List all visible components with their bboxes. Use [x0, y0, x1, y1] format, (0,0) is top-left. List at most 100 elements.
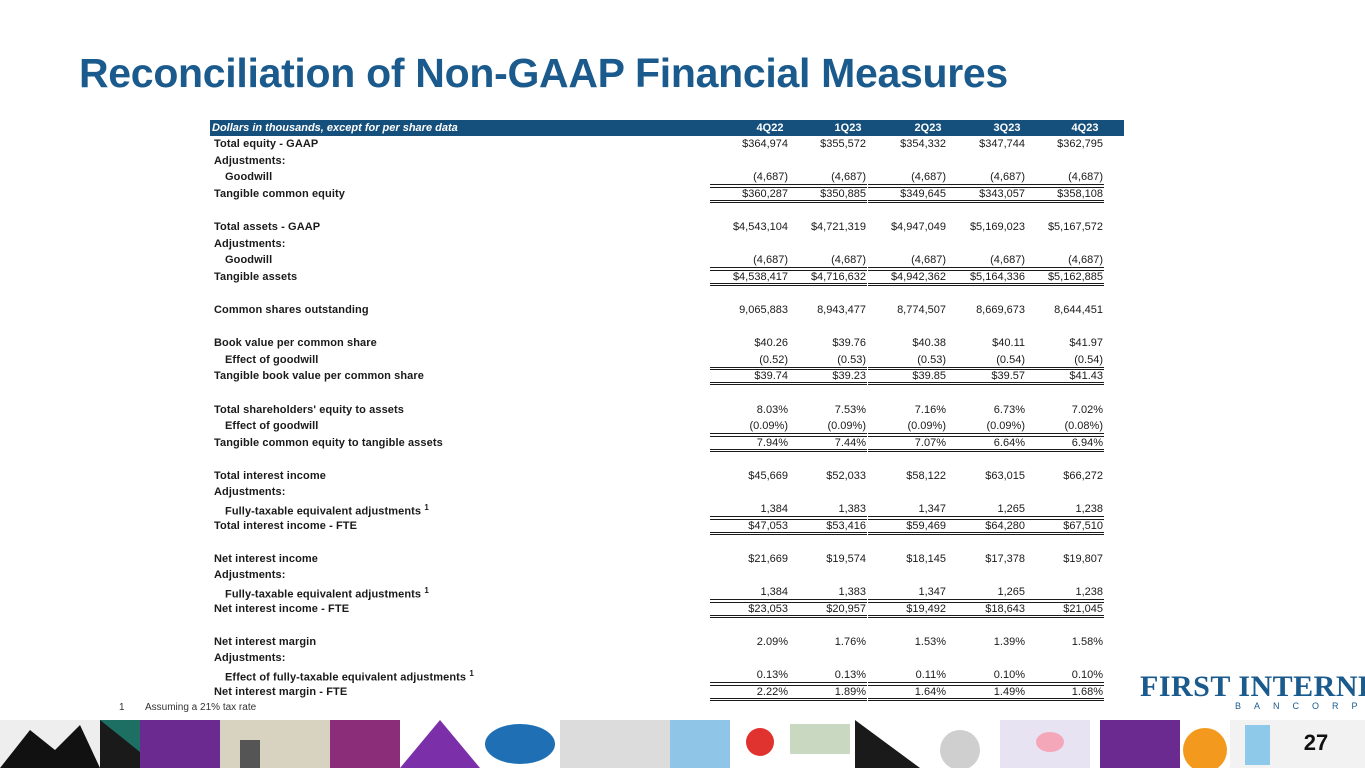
table-cell: (4,687) [1025, 254, 1104, 269]
row-label-text: Adjustments: [214, 486, 286, 499]
column-header: 4Q23 [1071, 122, 1099, 134]
table-cell: $5,169,023 [969, 220, 1025, 233]
row-label-text: Tangible common equity [214, 187, 345, 200]
table-header: Dollars in thousands, except for per sha… [210, 120, 1124, 136]
row-label: Total interest income [214, 470, 326, 482]
column-header: 1Q23 [834, 122, 862, 134]
table-row: Tangible assets $4,538,417 $4,716,632 $4,94… [210, 269, 1124, 286]
table-cell: (4,687) [1025, 171, 1104, 186]
table-cell: 6.94% [1025, 435, 1104, 452]
row-label: Adjustments: [214, 652, 285, 664]
table-cell: $64,280 [947, 518, 1026, 535]
table-row: Tangible book value per common share $39.… [210, 368, 1124, 386]
table-cell: 1.76% [834, 635, 866, 648]
table-cell: $40.26 [754, 337, 788, 350]
table-cell: $40.38 [912, 337, 946, 350]
table-cell: 1.39% [993, 635, 1025, 648]
row-label: Net interest income [214, 553, 318, 565]
table-cell: $5,164,336 [947, 269, 1026, 286]
table-row [210, 202, 1124, 219]
table-cell: (0.09%) [710, 420, 789, 435]
table-cell: 7.02% [1071, 403, 1103, 416]
row-label-text: Net interest income - FTE [214, 602, 350, 615]
table-cell: $355,572 [820, 138, 866, 150]
table-row: Effect of goodwill (0.52) (0.53) (0.53) (0.5… [210, 352, 1124, 369]
page-title: Reconciliation of Non-GAAP Financial Mea… [79, 50, 1008, 96]
table-row: Goodwill (4,687) (4,687) (4,687) (4,687) (4,6… [210, 169, 1124, 186]
table-row: Effect of fully-taxable equivalent adjus… [210, 667, 1124, 684]
table-cell: $362,795 [1057, 138, 1103, 150]
table-cell: 8,943,477 [817, 303, 866, 316]
table-row: Adjustments: [210, 650, 1124, 667]
row-label: Total equity - GAAP [214, 138, 318, 150]
row-label: Adjustments: [214, 486, 285, 498]
table-row: Total shareholders' equity to assets 8.03… [210, 402, 1124, 419]
row-label: Total interest income - FTE [214, 520, 357, 532]
table-cell: $21,669 [748, 552, 788, 565]
table-cell: $19,492 [868, 601, 947, 618]
table-cell: 1.89% [788, 684, 867, 701]
row-label-text: Adjustments: [214, 237, 286, 250]
company-logo: FIRST INTERNET BANCORP [1140, 670, 1365, 714]
table-row: Net interest margin - FTE 2.22% 1.89% 1.64%… [210, 684, 1124, 701]
footnote-number: 1 [119, 702, 125, 713]
logo-subtitle: BANCORP [1235, 701, 1365, 711]
table-cell: $67,510 [1025, 518, 1104, 535]
table-cell: (4,687) [868, 171, 947, 186]
table-cell: $4,538,417 [710, 269, 789, 286]
row-label: Tangible common equity to tangible asset… [214, 437, 443, 449]
row-label: Common shares outstanding [214, 304, 369, 316]
table-cell: $4,942,362 [868, 269, 947, 286]
table-cell: 1,265 [947, 586, 1026, 601]
table-cell: $364,974 [742, 138, 788, 150]
table-row: Common shares outstanding 9,065,883 8,943,… [210, 302, 1124, 319]
table-body: Total equity - GAAP $364,974 $355,572 $354,… [210, 136, 1124, 701]
table-cell: 1,384 [710, 503, 789, 518]
row-label-text: Net interest margin [214, 635, 317, 648]
table-cell: $39.85 [868, 369, 947, 386]
table-cell: 1,238 [1025, 503, 1104, 518]
footnote-marker: 1 [424, 586, 429, 596]
table-cell: $4,947,049 [890, 220, 946, 233]
footnote-marker: 1 [424, 503, 429, 513]
row-label-text: Tangible common equity to tangible asset… [214, 436, 443, 449]
table-cell: $39.74 [710, 369, 789, 386]
table-row [210, 451, 1124, 468]
table-cell: $17,378 [985, 552, 1025, 565]
table-row: Tangible common equity to tangible asset… [210, 435, 1124, 452]
footnote-text: Assuming a 21% tax rate [145, 702, 257, 713]
table-cell: $21,045 [1025, 601, 1104, 618]
row-label-text: Net interest income [214, 552, 318, 565]
table-cell: 1.64% [868, 684, 947, 701]
row-label-text: Adjustments: [214, 154, 286, 167]
row-label-text: Total assets - GAAP [214, 220, 321, 233]
table-row: Effect of goodwill (0.09%) (0.09%) (0.09%)(… [210, 418, 1124, 435]
table-cell: $40.11 [992, 337, 1025, 350]
table-cell: 1,347 [868, 586, 947, 601]
row-label-text: Effect of fully-taxable equivalent adjus… [225, 671, 467, 684]
row-label: Fully-taxable equivalent adjustments 1 [225, 586, 429, 601]
table-cell: (4,687) [947, 254, 1026, 269]
row-label-text: Net interest margin - FTE [214, 685, 348, 698]
table-cell: $358,108 [1025, 186, 1104, 203]
table-cell: (0.52) [710, 354, 789, 368]
table-row: Total assets - GAAP $4,543,104 $4,721,319 $… [210, 219, 1124, 236]
row-label: Tangible book value per common share [214, 370, 424, 382]
table-cell: $4,721,319 [810, 220, 866, 233]
row-label-text: Tangible book value per common share [214, 370, 425, 383]
row-label: Tangible assets [214, 271, 297, 283]
table-caption: Dollars in thousands, except for per sha… [212, 122, 458, 134]
table-cell: 1,347 [868, 503, 947, 518]
table-row: Total interest income $45,669 $52,033 $58,1… [210, 468, 1124, 485]
table-cell: (0.54) [947, 354, 1026, 368]
logo-wordmark: FIRST INTERNET [1140, 670, 1365, 703]
table-row: Adjustments: [210, 236, 1124, 253]
table-cell: 2.22% [710, 684, 789, 701]
table-cell: (0.09%) [947, 420, 1026, 435]
row-label: Net interest margin - FTE [214, 686, 347, 698]
table-cell: 1,265 [947, 503, 1026, 518]
row-label-text: Book value per common share [214, 337, 377, 350]
table-cell: 7.16% [914, 403, 946, 416]
table-cell: 1,238 [1025, 586, 1104, 601]
table-cell: 1,383 [788, 503, 867, 518]
